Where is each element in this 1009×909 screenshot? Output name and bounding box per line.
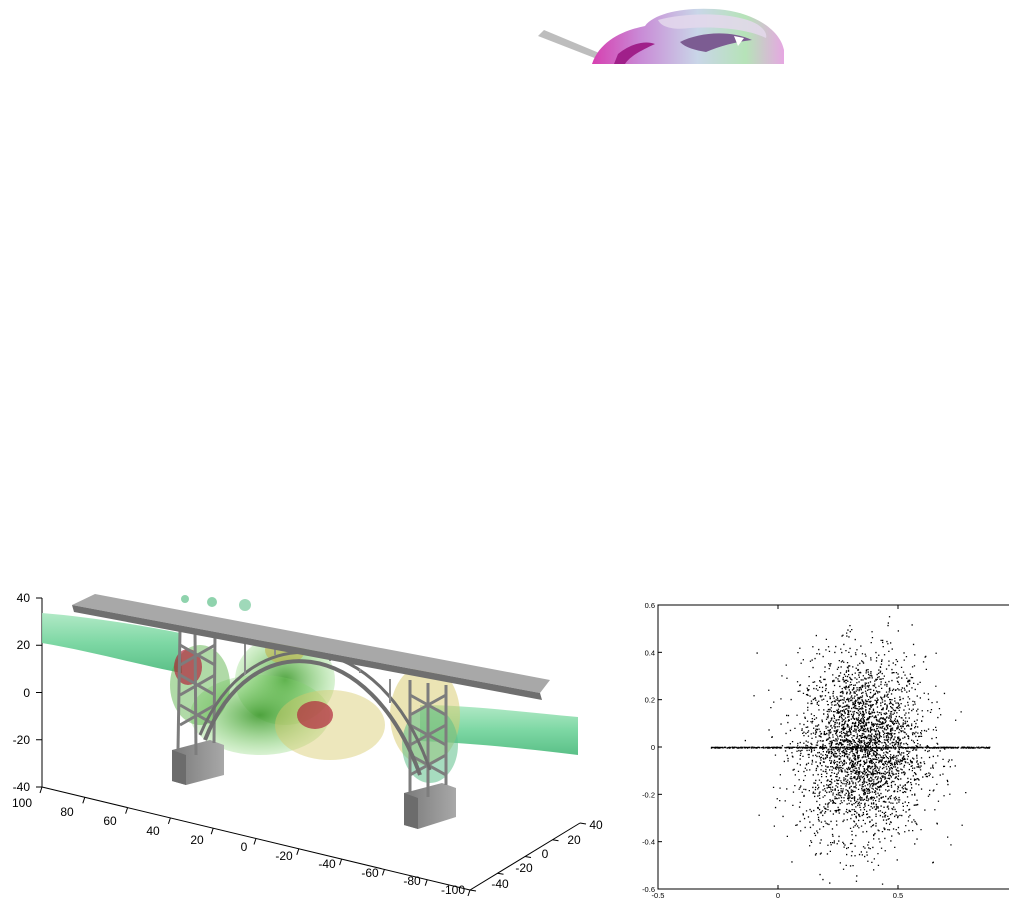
z-tick-label: 40 bbox=[17, 591, 31, 605]
z-tick-label: -40 bbox=[13, 780, 31, 794]
tower-left bbox=[176, 629, 217, 756]
vortex-cloud bbox=[190, 675, 330, 755]
x-tick-label: -60 bbox=[361, 866, 379, 880]
x-tick-label: 0.5 bbox=[893, 891, 903, 900]
scatter-plot: 0.6 0.4 0.2 0 -0.2 -0.4 -0.6 -0.5 0 0.5 bbox=[642, 601, 1009, 900]
top-3d-render-icon bbox=[538, 8, 784, 64]
vortex-red bbox=[297, 701, 333, 729]
surface-fold bbox=[614, 42, 655, 64]
x-tick-labels: 100 80 60 40 20 0 -20 -40 -60 -80 -100 bbox=[12, 796, 465, 897]
y-tick-label: 0.2 bbox=[645, 696, 655, 705]
y-tick-label: 0 bbox=[542, 847, 549, 861]
y-tick-labels: -40 -20 0 20 40 bbox=[491, 818, 603, 891]
y-tick-label: -40 bbox=[491, 877, 509, 891]
axis-tick bbox=[497, 872, 504, 875]
axis-tick bbox=[467, 889, 471, 897]
x-tick-label: 20 bbox=[190, 833, 204, 847]
y-tick-label: -0.2 bbox=[642, 790, 655, 799]
axis-tick bbox=[210, 828, 214, 835]
z-tick-label: 0 bbox=[23, 686, 30, 700]
surface-notch bbox=[734, 36, 744, 46]
axis-tick bbox=[579, 822, 587, 825]
y-tick-label: -0.4 bbox=[642, 838, 655, 847]
axis-tick bbox=[253, 838, 257, 845]
x-tick-label: 0 bbox=[776, 891, 780, 900]
x-tick-label: 80 bbox=[60, 805, 74, 819]
scatter-y-tick-labels: 0.6 0.4 0.2 0 -0.2 -0.4 -0.6 bbox=[642, 601, 655, 894]
surface-highlight bbox=[658, 14, 767, 38]
tower-right bbox=[408, 680, 448, 797]
y-tick-label: 0.6 bbox=[645, 601, 655, 610]
bridge-deck-edge bbox=[72, 605, 542, 700]
flow-tube-left bbox=[42, 613, 182, 673]
x-tick-label: -20 bbox=[275, 849, 293, 863]
axis-tick bbox=[82, 797, 86, 804]
axis-tick bbox=[469, 889, 477, 892]
pier-left-side bbox=[172, 750, 186, 785]
scatter-point-cloud bbox=[710, 616, 991, 885]
axis-tick bbox=[339, 858, 343, 866]
x-tick-label: 40 bbox=[146, 824, 160, 838]
y-tick-label: 40 bbox=[589, 818, 603, 832]
surface-hole bbox=[680, 33, 752, 52]
z-tick-labels: 40 20 0 -20 -40 bbox=[13, 591, 31, 794]
y-tick-label: 20 bbox=[567, 833, 581, 847]
scatter-points bbox=[710, 616, 991, 885]
axis-tick bbox=[424, 879, 428, 886]
axis-tick bbox=[296, 848, 300, 855]
x-tick-label: -100 bbox=[441, 883, 465, 897]
bridge-3d-figure: 40 20 0 -20 -40 100 80 60 40 20 0 -20 -4… bbox=[0, 585, 620, 904]
axis-tick bbox=[39, 786, 43, 794]
axis-tick bbox=[381, 869, 385, 876]
x-tick-label: 100 bbox=[12, 796, 32, 810]
y-tick-label: 0 bbox=[651, 743, 655, 752]
scatter-x-tick-labels: -0.5 0 0.5 bbox=[652, 891, 904, 900]
pier-right-side bbox=[404, 793, 418, 829]
bridge-deck-top bbox=[72, 594, 550, 693]
x-tick-label: 0 bbox=[241, 840, 248, 854]
axis-ticks bbox=[36, 597, 587, 897]
scatter-ticks bbox=[657, 604, 899, 890]
x-tick-label: -0.5 bbox=[652, 891, 665, 900]
z-tick-label: 20 bbox=[17, 638, 31, 652]
x-tick-label: 60 bbox=[103, 814, 117, 828]
vortex-cloud bbox=[275, 690, 385, 760]
axis-tick bbox=[552, 839, 559, 842]
y-tick-label: -20 bbox=[515, 861, 533, 875]
y-tick-label: 0.4 bbox=[645, 648, 655, 657]
vortex-blob bbox=[207, 597, 217, 607]
vortex-blob bbox=[239, 599, 251, 611]
axis-tick bbox=[125, 807, 129, 814]
x-tick-label: -80 bbox=[403, 874, 421, 888]
axis-tick bbox=[167, 817, 171, 825]
z-tick-label: -20 bbox=[13, 733, 31, 747]
top-3d-render-figure bbox=[530, 0, 790, 64]
y-tick-label: -0.6 bbox=[642, 885, 655, 894]
axis-tick bbox=[524, 856, 532, 858]
x-tick-label: -40 bbox=[318, 857, 336, 871]
vortex-blob bbox=[181, 595, 189, 603]
scatter-plot-figure: 0.6 0.4 0.2 0 -0.2 -0.4 -0.6 -0.5 0 0.5 bbox=[630, 598, 1009, 904]
bridge-3d-plot: 40 20 0 -20 -40 100 80 60 40 20 0 -20 -4… bbox=[12, 591, 603, 897]
